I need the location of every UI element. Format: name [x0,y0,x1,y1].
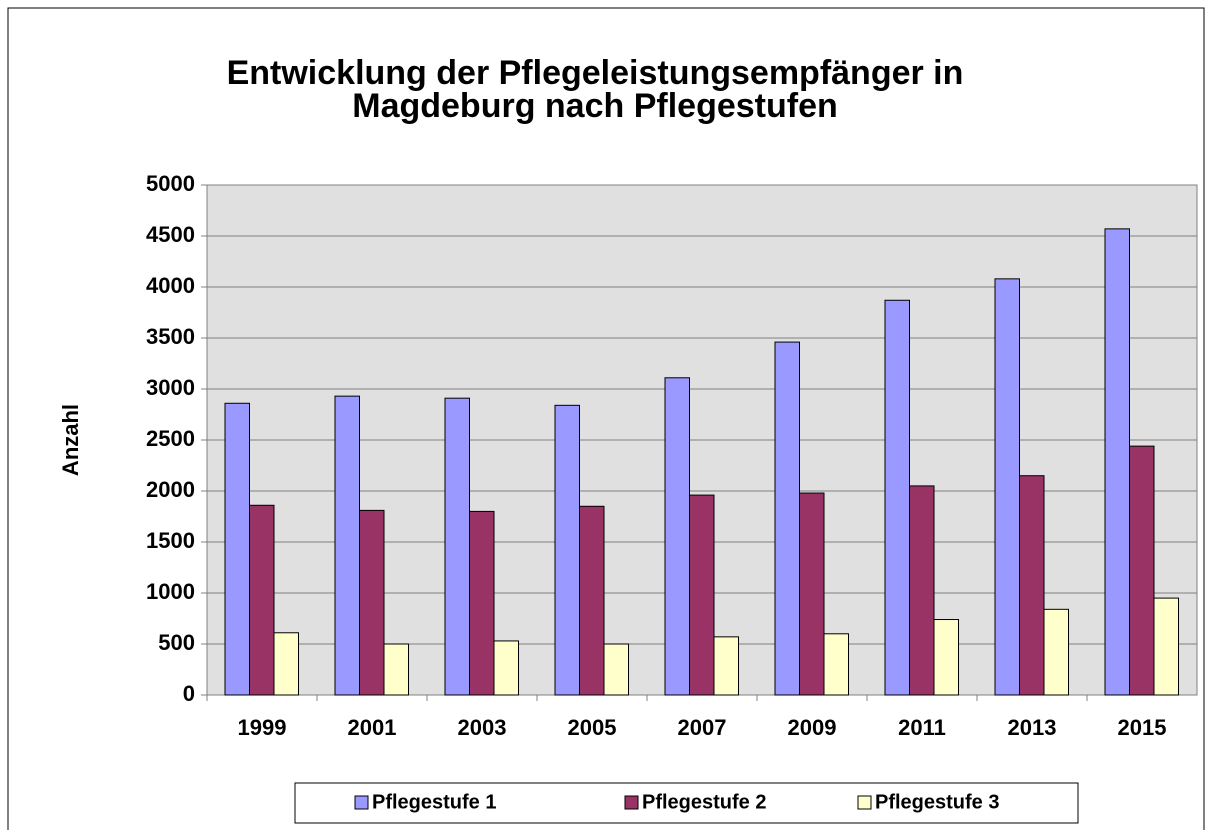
bar [224,402,250,696]
legend-label: Pflegestufe 1 [372,791,496,813]
x-tick-label: 2015 [1118,715,1167,740]
x-tick-label: 2003 [458,715,507,740]
bar [444,397,470,696]
bar [1129,445,1155,696]
bar [713,636,739,696]
bar [1153,597,1179,696]
y-tick-label: 0 [183,681,195,706]
bar [554,404,580,696]
bar [774,341,800,696]
y-tick-label: 2500 [146,426,195,451]
bar [383,643,409,696]
y-tick-label: 1500 [146,528,195,553]
bar [1043,608,1069,696]
bar [664,377,690,696]
bar [469,510,495,696]
legend-swatch [624,795,639,810]
legend-box [294,782,1079,824]
bar [334,395,360,696]
bar [689,494,715,696]
bar [799,492,825,696]
bar [493,640,519,696]
y-tick-label: 2000 [146,477,195,502]
legend-swatch [857,795,872,810]
bar [933,619,959,696]
bar [359,509,385,696]
x-tick-label: 2009 [788,715,837,740]
y-tick-label: 1000 [146,579,195,604]
x-tick-label: 2001 [348,715,397,740]
y-tick-label: 5000 [146,171,195,196]
x-tick-label: 2013 [1008,715,1057,740]
bar [273,632,299,696]
y-tick-label: 4500 [146,222,195,247]
y-tick-label: 4000 [146,273,195,298]
x-tick-label: 2005 [568,715,617,740]
bar [249,504,275,696]
legend-swatch [354,795,369,810]
bar [994,278,1020,696]
bar [823,633,849,696]
bar [579,505,605,696]
y-axis-label: Anzahl [58,404,83,476]
x-tick-label: 2011 [898,715,946,740]
x-tick-label: 1999 [238,715,287,740]
bar [884,299,910,696]
legend-label: Pflegestufe 3 [875,791,999,813]
bar [1104,228,1130,696]
y-tick-label: 3500 [146,324,195,349]
bar [603,643,629,696]
bar [909,485,935,696]
chart-title: Entwicklung der Pflegeleistungsempfänger… [227,54,964,92]
y-tick-label: 3000 [146,375,195,400]
legend-label: Pflegestufe 2 [642,791,766,813]
x-tick-label: 2007 [678,715,727,740]
bar [1019,475,1045,696]
y-tick-label: 500 [158,630,195,655]
chart-subtitle: Magdeburg nach Pflegestufen [352,87,838,125]
